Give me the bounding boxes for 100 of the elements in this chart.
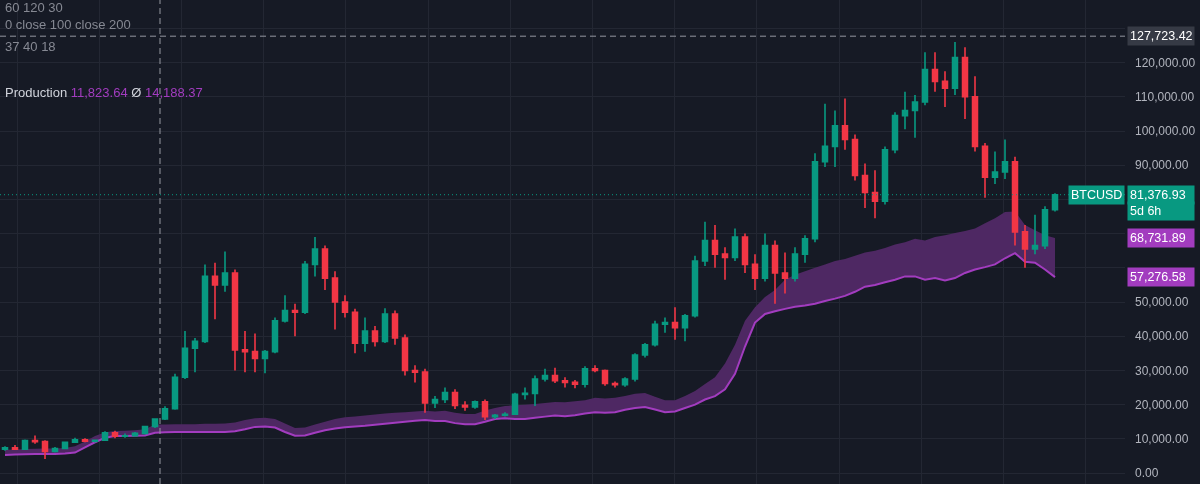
candlestick [421, 367, 429, 414]
candlestick [191, 337, 199, 373]
candlestick [591, 364, 599, 373]
candlestick [521, 386, 529, 401]
candlestick [171, 373, 179, 411]
candlestick [11, 444, 19, 451]
candlestick [261, 349, 269, 374]
candlestick [321, 244, 329, 291]
candlestick [241, 330, 249, 373]
candlestick [661, 316, 669, 334]
y-tick-label: 20,000.00 [1135, 397, 1189, 412]
candlestick [571, 379, 579, 390]
candlestick [721, 246, 729, 281]
candlestick [131, 431, 139, 438]
candlestick [471, 399, 479, 410]
y-tick-label: 0.00 [1135, 466, 1159, 481]
candlestick [311, 236, 319, 278]
y-tick-label: 30,000.00 [1135, 363, 1189, 378]
candlestick [731, 227, 739, 262]
y-tick-label: 120,000.00 [1135, 55, 1196, 70]
candlestick [91, 438, 99, 444]
candlestick [911, 94, 919, 139]
candlestick [531, 374, 539, 407]
candlestick [401, 333, 409, 377]
candlestick [1001, 138, 1009, 180]
candlestick [761, 232, 769, 283]
candlestick [1021, 224, 1029, 269]
candlestick [1031, 214, 1039, 255]
candlestick [991, 150, 999, 185]
candlestick [901, 90, 909, 131]
y-tick-label: 90,000.00 [1135, 158, 1189, 173]
candlestick [511, 391, 519, 416]
candlestick [1041, 205, 1049, 250]
candlestick [891, 111, 899, 155]
candlestick [711, 224, 719, 269]
ref-line-label: 127,723.42 [1130, 29, 1193, 43]
ref-line-label: 81,376.93 [1130, 188, 1186, 202]
candlestick [221, 250, 229, 293]
candlestick [821, 102, 829, 168]
text: 68,731.89 [1130, 231, 1186, 245]
candlestick [251, 332, 259, 373]
candlestick [951, 41, 959, 96]
candlestick [981, 142, 989, 199]
candlestick [581, 365, 589, 389]
candlestick [101, 430, 109, 442]
candlestick [431, 395, 439, 409]
candlestick [461, 400, 469, 412]
text: 5d 6h [1130, 204, 1162, 218]
candlestick [301, 260, 309, 315]
y-tick-label: 50,000.00 [1135, 295, 1189, 310]
candlestick [781, 251, 789, 295]
candlestick [211, 261, 219, 320]
candlestick [561, 376, 569, 389]
candlestick [351, 308, 359, 355]
annotation: 37 40 18 [5, 39, 56, 54]
candlestick [641, 342, 649, 359]
candlestick [291, 302, 299, 338]
candlestick [651, 320, 659, 348]
candlestick [481, 398, 489, 421]
candlestick [381, 307, 389, 344]
annotation: 0 close 100 close 200 [5, 17, 131, 32]
candlestick [791, 246, 799, 283]
candlestick [611, 380, 619, 389]
candlestick [61, 440, 69, 450]
candlestick [631, 352, 639, 383]
candlestick [441, 386, 449, 404]
candlestick [41, 439, 49, 460]
candlestick [1, 445, 9, 452]
candlestick [501, 411, 509, 418]
candlestick [151, 417, 159, 429]
candlestick [931, 51, 939, 93]
candlestick [971, 75, 979, 153]
candlestick [701, 220, 709, 267]
candlestick [771, 239, 779, 305]
candlestick [841, 97, 849, 151]
candlestick [391, 309, 399, 346]
y-tick-label: 40,000.00 [1135, 329, 1189, 344]
candlestick [361, 316, 369, 353]
y-tick-label: 10,000.00 [1135, 432, 1189, 447]
candlestick [691, 255, 699, 319]
candlestick [1011, 155, 1019, 247]
annotation: Production 11,823.64 Ø 14,188.37 [5, 85, 203, 100]
candlestick [491, 413, 499, 420]
candlestick [331, 270, 339, 331]
candlestick [371, 325, 379, 348]
candlestick [851, 133, 859, 182]
candlestick [941, 70, 949, 108]
text: 57,276.58 [1130, 270, 1186, 284]
candlestick [621, 376, 629, 388]
candlestick [281, 294, 289, 324]
candlestick [341, 294, 349, 319]
candlestick [451, 388, 459, 410]
y-tick-label: 100,000.00 [1135, 124, 1196, 139]
candlestick [161, 405, 169, 421]
annotation: 60 120 30 [5, 0, 63, 15]
y-tick-label: 110,000.00 [1135, 90, 1195, 104]
line-series [4, 252, 1056, 456]
candlestick [831, 109, 839, 168]
candlestick [111, 429, 119, 439]
candlestick [121, 432, 129, 439]
